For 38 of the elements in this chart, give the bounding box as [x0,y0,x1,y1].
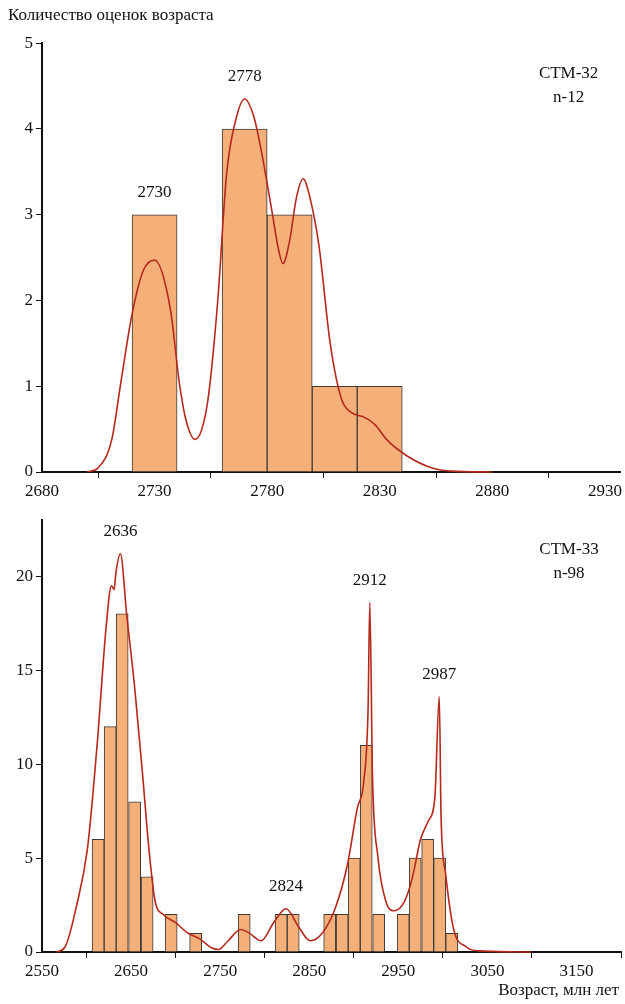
x-tick-label: 2830 [362,480,397,500]
y-tick-label: 4 [24,118,34,138]
annotation: 2636 [103,521,138,541]
y-tick-label: 2 [24,289,33,309]
x-tick-label: 2880 [475,480,510,500]
line-series [86,98,494,473]
x-tick-label: 2650 [114,960,149,980]
x-tick-label: 2750 [203,960,238,980]
annotation: 2778 [227,66,262,86]
y-axis-title: Количество оценок возраста [7,4,215,26]
x-tick-label: 2950 [381,960,416,980]
x-tick-label: 2930 [587,480,622,500]
x-tick-label: 2680 [25,480,59,500]
x-tick-label: 2550 [25,960,59,980]
y-tick-label: 0 [24,941,33,961]
y-tick-label: 5 [24,847,33,867]
x-tick-label: 3150 [559,960,594,980]
annotation: СТМ-32 [539,62,599,82]
annotation: n-98 [553,563,585,583]
x-tick-label: 2730 [137,480,172,500]
y-tick-label: 1 [24,375,33,395]
annotation: СТМ-33 [539,539,599,559]
x-axis-title: Возраст, млн лет [497,980,620,1001]
annotation: n-12 [553,86,585,106]
annotation: 2730 [137,182,172,202]
x-tick-label: 3050 [470,960,505,980]
y-tick-label: 5 [24,32,33,52]
y-tick-label: 10 [16,753,33,773]
y-tick-label: 0 [24,461,33,481]
line-series [55,553,532,953]
annotation: 2987 [422,664,457,684]
annotation: 2824 [269,876,304,896]
x-tick-label: 2850 [292,960,327,980]
y-tick-label: 20 [16,565,33,585]
y-tick-label: 3 [24,204,33,224]
annotation: 2912 [352,570,387,590]
y-tick-label: 15 [16,659,33,679]
x-tick-label: 2780 [250,480,285,500]
